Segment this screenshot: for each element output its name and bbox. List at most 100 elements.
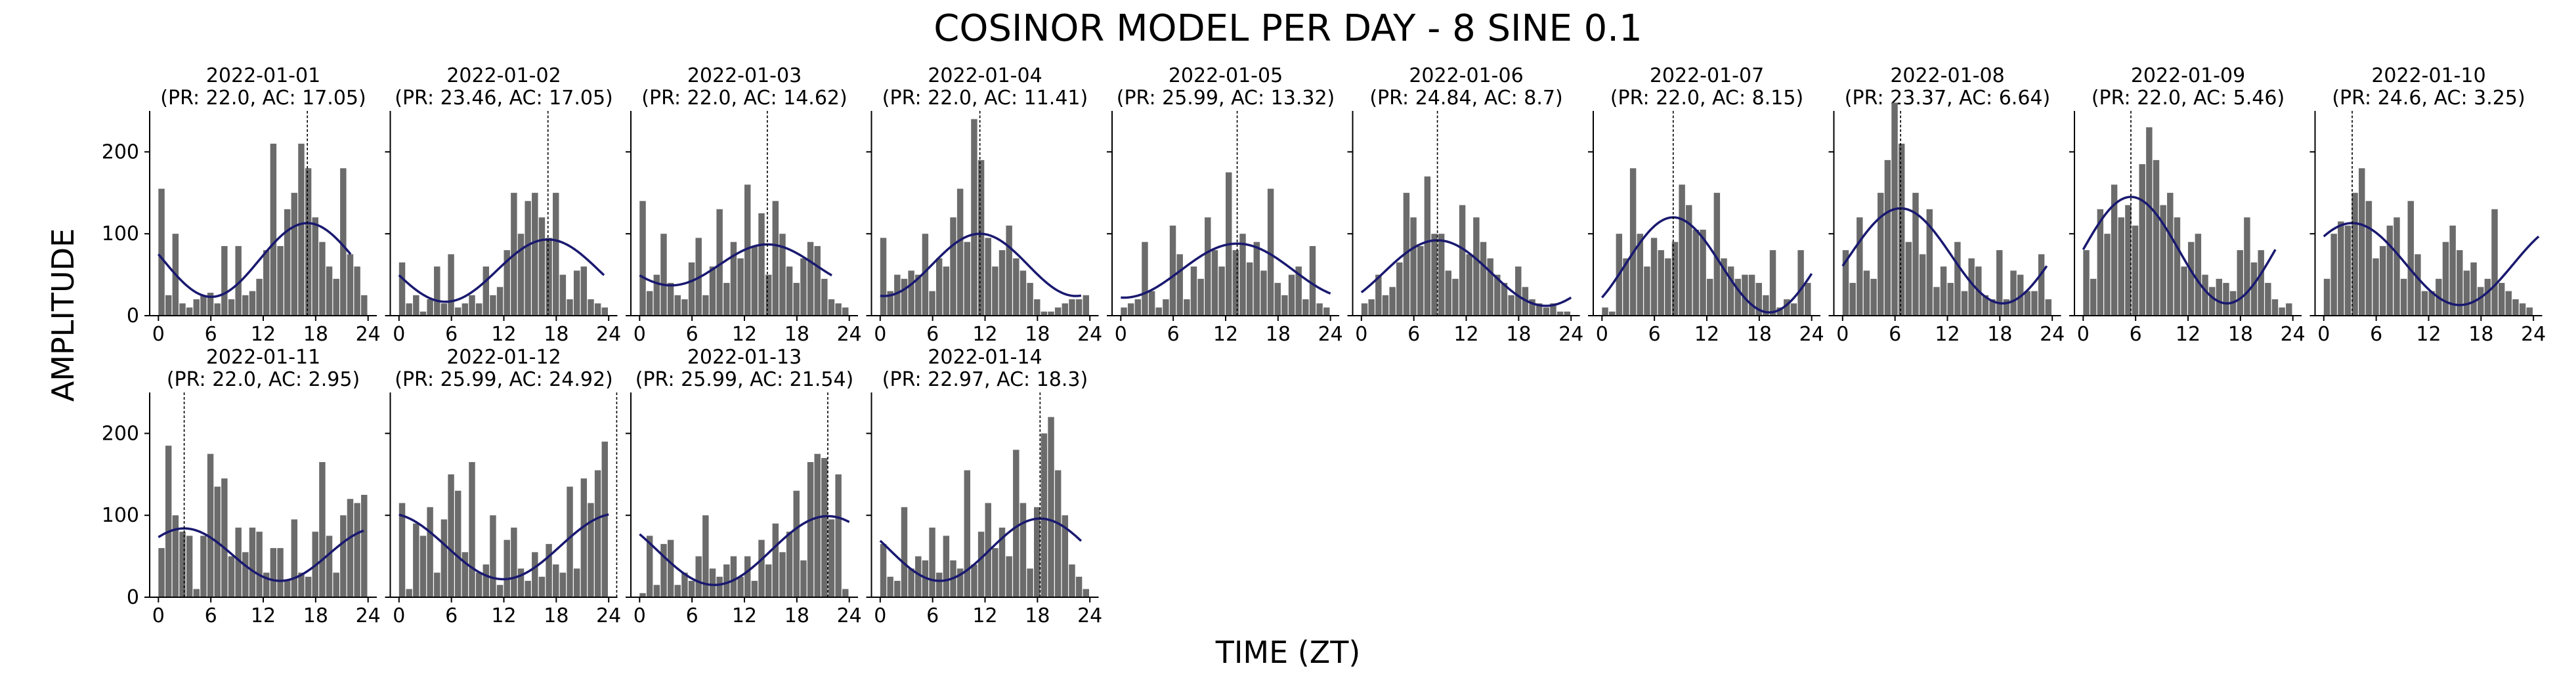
activity-bar — [532, 552, 538, 597]
activity-bar — [1288, 274, 1295, 316]
activity-bar — [814, 245, 821, 316]
panel-date: 2022-01-08 — [1890, 64, 2004, 87]
activity-bar — [2153, 159, 2160, 316]
activity-bar — [2237, 250, 2243, 316]
x-tick-label: 24 — [1077, 604, 1102, 627]
activity-bar — [186, 536, 193, 597]
activity-bar — [737, 576, 744, 597]
activity-bar — [814, 453, 821, 597]
activity-bar — [1083, 589, 1089, 597]
x-tick-label: 0 — [2317, 323, 2330, 346]
activity-bar — [1700, 229, 1706, 316]
activity-bar — [483, 266, 490, 316]
activity-bar — [1665, 258, 1671, 316]
activity-bar — [2139, 164, 2145, 316]
activity-bar — [908, 270, 914, 316]
activity-bar — [1148, 291, 1155, 316]
panel-params: (PR: 22.0, AC: 11.41) — [882, 87, 1088, 110]
activity-bar — [496, 585, 504, 597]
activity-bar — [943, 266, 950, 316]
panel-date: 2022-01-07 — [1650, 64, 1764, 87]
activity-bar — [207, 293, 214, 316]
activity-bar — [434, 572, 440, 597]
x-tick-label: 12 — [972, 604, 997, 627]
activity-bar — [992, 548, 998, 597]
activity-bar — [1878, 192, 1884, 316]
activity-bar — [475, 303, 483, 316]
activity-bar — [235, 527, 242, 597]
activity-bar — [567, 486, 573, 597]
activity-bar — [1410, 217, 1417, 316]
activity-bar — [835, 303, 842, 316]
activity-bar — [744, 184, 751, 316]
activity-bar — [490, 515, 496, 597]
activity-bar — [667, 283, 674, 316]
x-tick-label: 24 — [1318, 323, 1343, 346]
activity-bar — [1075, 299, 1083, 316]
activity-bar — [2258, 250, 2264, 316]
activity-bar — [490, 295, 496, 316]
panel-params: (PR: 24.6, AC: 3.25) — [2332, 87, 2525, 110]
activity-bar — [270, 548, 277, 597]
activity-bar — [2512, 299, 2519, 316]
day-panel: 2022-01-11(PR: 22.0, AC: 2.95) 0 6 12 18 24 0 1… — [102, 346, 381, 627]
activity-bar — [1480, 242, 1487, 316]
activity-bar — [434, 266, 440, 316]
x-tick-label: 18 — [2468, 323, 2493, 346]
activity-bar — [1884, 159, 1891, 316]
panel-date: 2022-01-11 — [206, 346, 320, 369]
activity-bar — [2146, 127, 2153, 316]
x-tick-label: 6 — [1407, 323, 1420, 346]
activity-bar — [200, 295, 207, 316]
y-tick-label: 200 — [102, 140, 139, 163]
cosinor-fit-line — [639, 515, 850, 587]
activity-bar — [277, 245, 284, 316]
activity-bar — [1797, 250, 1804, 316]
activity-bar — [469, 295, 475, 316]
x-tick-label: 12 — [972, 323, 997, 346]
activity-bar — [249, 291, 256, 316]
activity-bar — [1424, 176, 1431, 316]
activity-bar — [2400, 278, 2407, 316]
activity-bar — [765, 564, 772, 597]
activity-bar — [1933, 287, 1940, 316]
activity-bar — [964, 242, 971, 316]
activity-bar — [256, 278, 263, 316]
activity-bar — [1870, 278, 1877, 316]
activity-bar — [454, 307, 462, 316]
activity-bar — [971, 119, 977, 316]
activity-bar — [448, 474, 454, 597]
activity-bar — [354, 503, 360, 597]
x-tick-label: 0 — [1596, 323, 1608, 346]
activity-bar — [807, 462, 814, 597]
activity-bar — [2330, 234, 2337, 316]
activity-bar — [319, 462, 326, 597]
activity-bar — [1232, 250, 1239, 316]
activity-bar — [744, 556, 751, 597]
figure-title: COSINOR MODEL PER DAY - 8 SINE 0.1 — [934, 7, 1642, 50]
activity-bar — [525, 581, 531, 597]
panel-date: 2022-01-06 — [1409, 64, 1523, 87]
activity-bar — [2208, 287, 2216, 316]
activity-bar — [709, 568, 716, 597]
activity-bar — [709, 266, 716, 316]
x-tick-label: 6 — [686, 604, 698, 627]
x-tick-label: 24 — [596, 604, 621, 627]
activity-bar — [842, 589, 849, 597]
x-tick-label: 24 — [837, 323, 862, 346]
x-tick-label: 18 — [544, 323, 569, 346]
activity-bar — [2160, 205, 2166, 316]
activity-bar — [1602, 307, 1608, 316]
activity-bar — [751, 581, 758, 597]
activity-bar — [2279, 307, 2285, 316]
cosinor-fit-line — [639, 243, 832, 287]
activity-bar — [179, 532, 186, 597]
activity-bar — [1253, 242, 1260, 316]
activity-bar — [2491, 209, 2498, 316]
activity-bar — [504, 539, 510, 597]
activity-bar — [221, 478, 228, 597]
activity-bar — [2372, 258, 2379, 316]
activity-bar — [2195, 234, 2202, 316]
activity-bar — [601, 307, 608, 316]
activity-bar — [943, 536, 950, 597]
